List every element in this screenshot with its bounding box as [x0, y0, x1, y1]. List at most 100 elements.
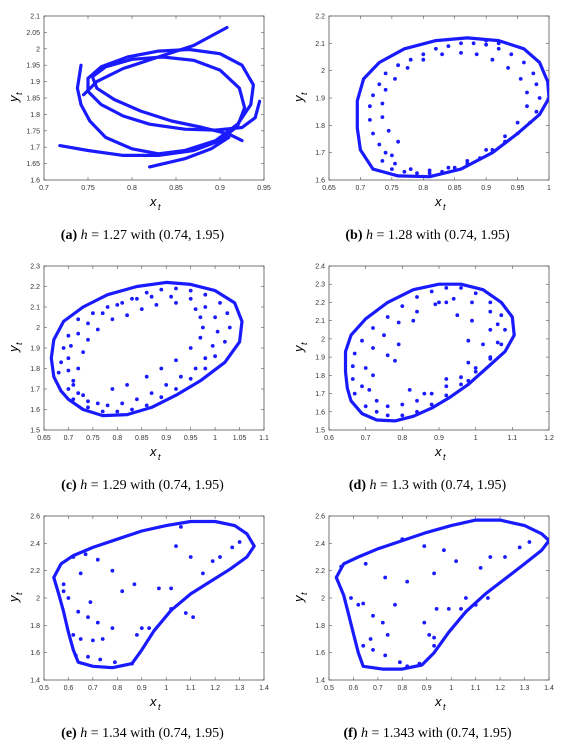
x-tick-label: 0.8	[397, 685, 407, 692]
orbit-point	[385, 353, 390, 358]
y-axis-label-sub: t	[14, 92, 24, 95]
orbit-point	[466, 360, 471, 365]
panel-b: 0.65 0.7 0.75 0.8 0.85 0.9 0.95 1 1.6 1.7 1.8 1.9 2 2…	[285, 0, 570, 250]
orbit-point	[81, 393, 85, 398]
orbit-point	[506, 66, 510, 70]
y-tick-label: 1.9	[315, 355, 325, 362]
orbit-point	[393, 161, 397, 166]
axes-box	[328, 15, 550, 181]
orbit-point	[210, 344, 215, 348]
orbit-point	[66, 333, 71, 338]
orbit-point	[385, 404, 390, 409]
orbit-point	[174, 286, 178, 291]
x-tick-label: 1	[547, 185, 551, 192]
orbit-point	[427, 633, 432, 637]
orbit-point	[349, 596, 353, 600]
orbit-point	[76, 609, 81, 614]
orbit-point	[179, 525, 183, 529]
orbit-point	[396, 342, 401, 347]
orbit-point	[515, 120, 520, 125]
plot-marks	[355, 36, 549, 179]
orbit-point	[105, 403, 110, 408]
y-tick-label: 2.2	[315, 568, 325, 575]
y-tick-label: 1.8	[30, 623, 40, 630]
y-tick-label: 1.95	[26, 63, 40, 70]
orbit-point	[522, 60, 526, 65]
y-tick-label: 2.2	[30, 568, 40, 575]
orbit-point	[383, 575, 388, 580]
y-tick-label: 1.9	[315, 96, 325, 103]
orbit-point	[86, 405, 90, 410]
orbit-point	[405, 66, 410, 70]
orbit-point	[383, 71, 388, 76]
x-tick-label: 0.8	[127, 185, 137, 192]
x-tick-label: 0.8	[112, 435, 122, 442]
orbit-point	[203, 292, 208, 297]
orbit-point	[400, 402, 405, 407]
orbit-point	[59, 360, 63, 365]
x-tick-label: 0.7	[356, 185, 366, 192]
orbit-point	[503, 555, 507, 559]
x-tick-label: 0.85	[135, 435, 149, 442]
orbit-point	[139, 626, 144, 630]
x-tick-label: 1.3	[520, 685, 530, 692]
orbit-point	[531, 71, 536, 76]
orbit-point	[486, 596, 490, 600]
orbit-point	[444, 286, 449, 290]
orbit-point	[434, 46, 438, 51]
orbit-point	[380, 101, 385, 106]
orbit-point	[518, 77, 523, 81]
orbit-point	[86, 321, 90, 326]
y-axis-label-sub: t	[299, 592, 309, 595]
x-tick-label: 1.1	[471, 685, 481, 692]
orbit-point	[444, 377, 449, 381]
orbit-point	[534, 109, 539, 114]
y-axis-label-sub: t	[14, 342, 24, 345]
orbit-point	[179, 374, 183, 379]
orbit-point	[100, 409, 105, 414]
orbit-point	[350, 377, 355, 381]
y-tick-label: 2.6	[315, 514, 325, 521]
orbit-curve	[75, 47, 262, 156]
y-tick-label: 2	[321, 68, 325, 75]
orbit-point	[213, 354, 218, 359]
orbit-point	[223, 339, 227, 344]
y-axis-label-group: yt	[6, 92, 24, 103]
orbit-point	[422, 620, 427, 625]
orbit-point	[356, 602, 361, 607]
orbit-point	[110, 317, 115, 322]
orbit-point	[459, 375, 463, 380]
plot-b: 0.65 0.7 0.75 0.8 0.85 0.9 0.95 1 1.6 1.7 1.8 1.9 2 2…	[291, 14, 551, 213]
x-tick-label: 0.7	[64, 435, 74, 442]
orbit-point	[174, 301, 178, 305]
orbit-curve	[82, 25, 229, 97]
orbit-curve	[355, 36, 549, 179]
orbit-point	[188, 346, 193, 350]
orbit-point	[363, 404, 368, 409]
orbit-point	[446, 165, 451, 170]
orbit-point	[396, 63, 400, 68]
orbit-point	[466, 378, 471, 383]
y-tick-label: 2.3	[315, 282, 325, 289]
orbit-point	[380, 159, 385, 163]
orbit-point	[503, 134, 507, 139]
orbit-point	[95, 401, 100, 406]
x-tick-label: 1.2	[495, 685, 505, 692]
orbit-point	[198, 315, 203, 320]
x-tick-label: 1.1	[507, 435, 517, 442]
orbit-point	[478, 566, 483, 570]
y-tick-label: 2.4	[315, 541, 325, 548]
x-tick-label: 1.05	[233, 435, 247, 442]
orbit-point	[495, 322, 500, 327]
y-tick-label: 2	[321, 596, 325, 603]
orbit-point	[218, 555, 222, 559]
orbit-point	[432, 643, 436, 648]
orbit-point	[442, 548, 446, 553]
orbit-curve	[49, 280, 244, 418]
orbit-point	[225, 311, 230, 316]
orbit-point	[417, 661, 422, 666]
caption-d: (d) h = 1.3 with (0.74, 1.95)	[348, 478, 507, 493]
orbit-point	[73, 653, 78, 658]
orbit-point	[237, 540, 242, 544]
orbit-point	[421, 52, 426, 57]
